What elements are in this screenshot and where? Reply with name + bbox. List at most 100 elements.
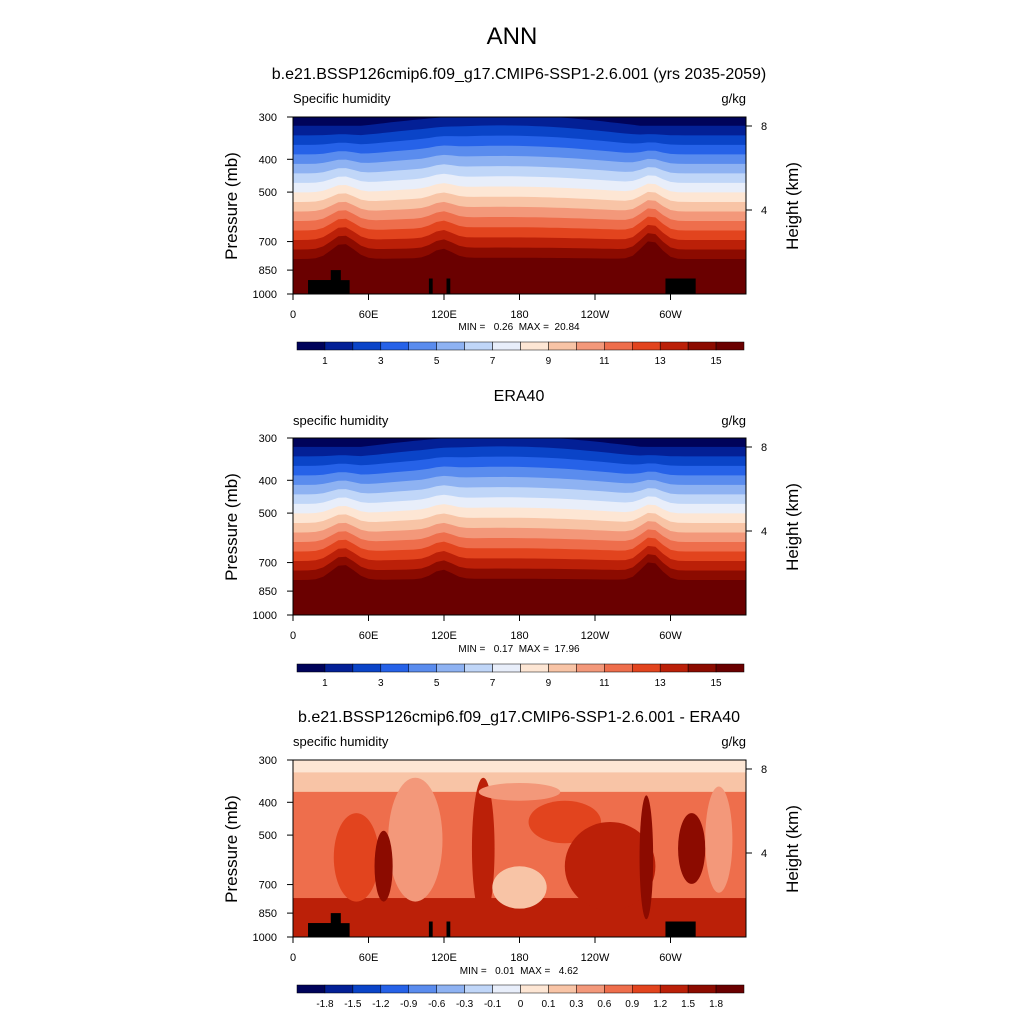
contour-field bbox=[293, 117, 746, 294]
y-tick-label: 1000 bbox=[253, 610, 277, 622]
colorbar-swatch bbox=[659, 984, 689, 994]
min-max-stats: MIN = 0.26 MAX = 20.84 bbox=[458, 322, 580, 333]
colorbar-swatch bbox=[715, 341, 745, 351]
colorbar-swatch bbox=[380, 341, 409, 351]
y-tick-label: 300 bbox=[259, 755, 277, 767]
contour-band bbox=[678, 813, 706, 884]
colorbar-swatch bbox=[408, 984, 437, 994]
colorbar-swatch bbox=[408, 663, 437, 673]
panel-model: b.e21.BSSP126cmip6.f09_g17.CMIP6-SSP1-2.… bbox=[222, 66, 802, 367]
terrain-mask bbox=[446, 921, 451, 937]
colorbar-swatch bbox=[520, 663, 549, 673]
colorbar-label: -1.2 bbox=[372, 999, 390, 1010]
colorbar-swatch bbox=[492, 341, 521, 351]
colorbar-swatch bbox=[604, 663, 633, 673]
x-tick-label: 180 bbox=[510, 952, 528, 964]
y-axis-right-label: Height (km) bbox=[783, 162, 802, 250]
colorbar-swatch bbox=[464, 663, 493, 673]
colorbar-label: 5 bbox=[434, 678, 440, 689]
contour-plot: 0 60E 120E 180 120W 60W 300 400 500 700 850 1000 8 4 bbox=[253, 433, 768, 642]
y-tick-label: 700 bbox=[259, 880, 277, 892]
colorbar-label: 0.9 bbox=[625, 999, 639, 1010]
panel-title: ERA40 bbox=[494, 388, 545, 405]
y-tick-label: 850 bbox=[259, 908, 277, 920]
contour-band bbox=[293, 117, 746, 126]
y-tick-label: 500 bbox=[259, 508, 277, 520]
y-tick-label: 300 bbox=[259, 112, 277, 124]
colorbar-swatch bbox=[296, 984, 326, 994]
x-tick-label: 0 bbox=[290, 309, 296, 321]
colorbar-swatch bbox=[324, 663, 354, 673]
colorbar-label: 1 bbox=[322, 678, 328, 689]
colorbar: 1 3 5 7 9 11 13 15 bbox=[296, 341, 745, 367]
y-axis-right-label: Height (km) bbox=[783, 483, 802, 571]
x-tick-label: 60W bbox=[659, 952, 682, 964]
height-tick-label: 8 bbox=[761, 121, 767, 133]
colorbar-label: 15 bbox=[711, 678, 723, 689]
y-tick-label: 700 bbox=[259, 558, 277, 570]
colorbar-label: 11 bbox=[599, 678, 610, 689]
x-tick-label: 120E bbox=[431, 309, 457, 321]
terrain-mask bbox=[446, 278, 451, 294]
y-tick-label: 1000 bbox=[253, 932, 277, 944]
y-tick-label: 400 bbox=[259, 797, 277, 809]
colorbar-label: 1.2 bbox=[653, 999, 667, 1010]
colorbar-swatch bbox=[687, 984, 717, 994]
colorbar-label: 9 bbox=[546, 356, 552, 367]
panel-title: b.e21.BSSP126cmip6.f09_g17.CMIP6-SSP1-2.… bbox=[298, 709, 740, 726]
contour-band bbox=[293, 438, 746, 447]
y-tick-label: 850 bbox=[259, 265, 277, 277]
y-axis-right-label: Height (km) bbox=[783, 805, 802, 893]
x-tick-label: 120W bbox=[581, 309, 610, 321]
terrain-mask bbox=[428, 921, 433, 937]
colorbar-swatch bbox=[659, 341, 689, 351]
contour-band bbox=[293, 760, 746, 773]
colorbar: 1 3 5 7 9 11 13 15 bbox=[296, 663, 745, 689]
colorbar-swatch bbox=[352, 663, 382, 673]
contour-band bbox=[374, 830, 393, 902]
x-tick-label: 60E bbox=[359, 630, 379, 642]
y-tick-label: 500 bbox=[259, 187, 277, 199]
colorbar-label: 0.3 bbox=[569, 999, 583, 1010]
colorbar-swatch bbox=[548, 341, 577, 351]
x-tick-label: 60E bbox=[359, 309, 379, 321]
colorbar-swatch bbox=[436, 663, 465, 673]
height-tick-label: 8 bbox=[761, 764, 767, 776]
colorbar-swatch bbox=[492, 984, 521, 994]
colorbar-swatch bbox=[296, 341, 326, 351]
colorbar-swatch bbox=[632, 984, 661, 994]
x-tick-label: 60W bbox=[659, 630, 682, 642]
y-axis-label: Pressure (mb) bbox=[222, 152, 241, 260]
height-tick-label: 4 bbox=[761, 848, 767, 860]
contour-band bbox=[705, 786, 733, 893]
colorbar-label: 13 bbox=[655, 356, 667, 367]
terrain-mask bbox=[308, 923, 350, 937]
contour-band bbox=[564, 821, 656, 911]
colorbar-label: 15 bbox=[711, 356, 723, 367]
y-tick-label: 1000 bbox=[253, 289, 277, 301]
terrain-mask bbox=[308, 280, 350, 294]
colorbar-swatch bbox=[352, 984, 382, 994]
colorbar-swatch bbox=[659, 663, 689, 673]
colorbar-swatch bbox=[324, 984, 354, 994]
x-tick-label: 120E bbox=[431, 630, 457, 642]
colorbar-label: 7 bbox=[490, 678, 496, 689]
colorbar-label: -1.8 bbox=[316, 999, 334, 1010]
colorbar-swatch bbox=[632, 341, 661, 351]
x-tick-label: 60W bbox=[659, 309, 682, 321]
colorbar-swatch bbox=[687, 341, 717, 351]
x-tick-label: 180 bbox=[510, 309, 528, 321]
colorbar-label: 5 bbox=[434, 356, 440, 367]
y-tick-label: 300 bbox=[259, 433, 277, 445]
colorbar-label: 13 bbox=[655, 678, 667, 689]
colorbar-swatch bbox=[492, 663, 521, 673]
min-max-stats: MIN = 0.01 MAX = 4.62 bbox=[460, 966, 579, 977]
variable-label: specific humidity bbox=[293, 413, 389, 428]
contour-band bbox=[492, 866, 547, 909]
colorbar-swatch bbox=[576, 663, 605, 673]
x-tick-label: 0 bbox=[290, 630, 296, 642]
units-label: g/kg bbox=[721, 91, 746, 106]
contour-band bbox=[333, 813, 380, 902]
y-tick-label: 700 bbox=[259, 237, 277, 249]
x-tick-label: 0 bbox=[290, 952, 296, 964]
